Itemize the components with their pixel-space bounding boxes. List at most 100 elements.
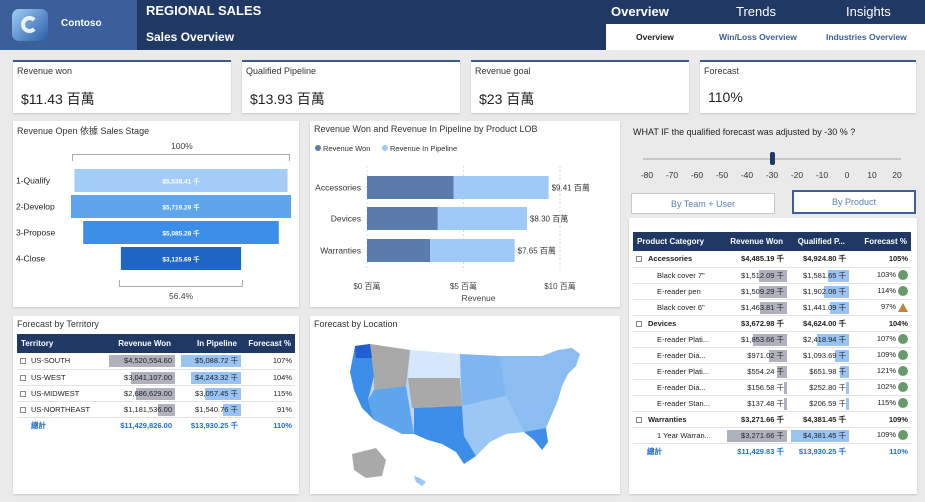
expand-icon[interactable] bbox=[20, 390, 26, 397]
table-row[interactable]: US-MIDWEST $2,686,629.00 $3,057.45 千 115% bbox=[17, 385, 295, 402]
forecast-cell: 104% bbox=[849, 315, 911, 332]
subtab-industries[interactable]: Industries Overview bbox=[826, 32, 907, 42]
col-in-pipeline[interactable]: In Pipeline bbox=[175, 334, 241, 353]
subtab-overview[interactable]: Overview bbox=[636, 32, 674, 42]
revenue-won-cell: $554.24 千 bbox=[723, 363, 787, 380]
tab-trends[interactable]: Trends bbox=[736, 4, 776, 19]
forecast-cell: 102% bbox=[849, 379, 911, 396]
lob-bar[interactable] bbox=[367, 207, 438, 230]
funnel-bar[interactable] bbox=[120, 247, 242, 270]
col-forecast-pct[interactable]: Forecast % bbox=[849, 232, 911, 251]
kpi-revenue-goal[interactable]: Revenue goal $23 百萬 bbox=[471, 60, 689, 113]
table-row[interactable]: US-NORTHEAST $1,181,536.00 $1,540.76 千 91% bbox=[17, 401, 295, 418]
funnel-value-label: $3,125.69 千 bbox=[162, 255, 200, 264]
col-product-category[interactable]: Product Category bbox=[633, 232, 723, 251]
x-tick-label: $0 百萬 bbox=[353, 281, 380, 291]
funnel-bottom-bracket bbox=[119, 280, 243, 287]
list-item[interactable]: Black cover 7" $1,512.09 千 $1,581.65 千 103% bbox=[633, 267, 911, 284]
lob-chart-title: Revenue Won and Revenue In Pipeline by P… bbox=[314, 124, 538, 134]
central-region bbox=[408, 378, 462, 408]
pipeline-cell: $1,540.76 千 bbox=[175, 401, 241, 418]
data-bar bbox=[130, 371, 175, 384]
col-revenue-won[interactable]: Revenue Won bbox=[723, 232, 787, 251]
category-row[interactable]: Devices $3,672.98 千 $4,624.00 千 104% bbox=[633, 315, 911, 332]
forecast-cell: 91% bbox=[241, 401, 295, 418]
col-revenue-won[interactable]: Revenue Won bbox=[103, 334, 175, 353]
list-item[interactable]: E-reader Dia... $971.02 千 $1,093.69 千 109% bbox=[633, 347, 911, 364]
funnel-bar[interactable] bbox=[74, 169, 288, 192]
whatif-slider-ticks: -80 -70 -60 -50 -40 -30 -20 -10 0 10 20 bbox=[629, 170, 917, 182]
us-map[interactable] bbox=[310, 316, 620, 494]
tab-insights[interactable]: Insights bbox=[846, 4, 891, 19]
slider-tick-label: -30 bbox=[765, 170, 779, 180]
data-bar bbox=[727, 429, 787, 442]
col-territory[interactable]: Territory bbox=[17, 334, 103, 353]
category-row[interactable]: Accessories $4,485.19 千 $4,924.80 千 105% bbox=[633, 251, 911, 268]
data-bar bbox=[157, 403, 175, 416]
forecast-cell: 121% bbox=[849, 363, 911, 380]
expand-icon[interactable] bbox=[20, 406, 26, 413]
collapse-icon[interactable] bbox=[636, 416, 642, 423]
col-qualified-pipeline[interactable]: Qualified P... bbox=[787, 232, 849, 251]
good-status-icon bbox=[898, 382, 908, 392]
list-item[interactable]: E-reader Dia... $156.58 千 $252.80 千 102% bbox=[633, 379, 911, 396]
kpi-qualified-pipeline[interactable]: Qualified Pipeline $13.93 百萬 bbox=[242, 60, 460, 113]
funnel-bar[interactable] bbox=[83, 221, 279, 244]
slider-tick-label: 20 bbox=[892, 170, 902, 180]
kpi-revenue-won[interactable]: Revenue won $11.43 百萬 bbox=[13, 60, 231, 113]
legend-swatch bbox=[315, 145, 321, 151]
lob-bar[interactable] bbox=[367, 176, 454, 199]
alaska-shape bbox=[352, 448, 386, 478]
funnel-bar[interactable] bbox=[71, 195, 291, 218]
pipeline-cell: $2,418.94 千 bbox=[787, 331, 849, 348]
total-label: 總計 bbox=[31, 420, 46, 430]
expand-icon[interactable] bbox=[20, 358, 26, 365]
product-table: Product Category Revenue Won Qualified P… bbox=[633, 232, 911, 459]
funnel-stage-label: 1-Qualify bbox=[16, 176, 51, 186]
list-item[interactable]: E-reader Plati... $554.24 千 $651.98 千 121% bbox=[633, 363, 911, 380]
lob-bar[interactable] bbox=[367, 239, 431, 262]
list-item[interactable]: 1 Year Warran... $3,271.66 千 $4,381.45 千 10… bbox=[633, 427, 911, 444]
slider-tick-label: -50 bbox=[715, 170, 729, 180]
pipeline-cell: $1,581.65 千 bbox=[787, 267, 849, 284]
funnel-value-label: $5,085.28 千 bbox=[162, 229, 200, 238]
lob-bar[interactable] bbox=[437, 207, 527, 230]
lob-chart-card: Revenue Won and Revenue In Pipeline by P… bbox=[310, 121, 620, 307]
by-team-user-button[interactable]: By Team + User bbox=[631, 193, 775, 214]
collapse-icon[interactable] bbox=[636, 256, 642, 263]
collapse-icon[interactable] bbox=[636, 320, 642, 327]
data-bar bbox=[190, 371, 241, 384]
revenue-won-cell: $1,853.66 千 bbox=[723, 331, 787, 348]
list-item[interactable]: E-reader Stan... $137.48 千 $206.59 千 115% bbox=[633, 395, 911, 412]
lob-bar[interactable] bbox=[453, 176, 549, 199]
total-label: 總計 bbox=[647, 446, 662, 456]
lob-bar[interactable] bbox=[430, 239, 515, 262]
subtab-win-loss[interactable]: Win/Loss Overview bbox=[719, 32, 797, 42]
table-row[interactable]: US-WEST $3,041,107.00 $4,243.32 千 104% bbox=[17, 369, 295, 386]
list-item[interactable]: Black cover 6" $1,463.81 千 $1,441.09 千 97% bbox=[633, 299, 911, 316]
whatif-slider-handle[interactable] bbox=[770, 152, 775, 165]
kpi-label: Revenue won bbox=[17, 66, 73, 76]
expand-icon[interactable] bbox=[20, 374, 26, 381]
by-product-button[interactable]: By Product bbox=[792, 190, 916, 214]
tab-overview[interactable]: Overview bbox=[611, 4, 669, 19]
data-bar bbox=[753, 333, 787, 346]
data-bar bbox=[776, 365, 787, 378]
data-bar bbox=[181, 355, 241, 367]
x-axis-label: Revenue bbox=[461, 293, 495, 303]
forecast-cell: 107% bbox=[241, 353, 295, 370]
revenue-won-cell: $137.48 千 bbox=[723, 395, 787, 412]
kpi-forecast[interactable]: Forecast 110% bbox=[700, 60, 916, 113]
midwest-region bbox=[460, 354, 506, 406]
brand-tile[interactable]: Contoso bbox=[0, 0, 137, 50]
col-forecast-pct[interactable]: Forecast % bbox=[241, 334, 295, 353]
list-item[interactable]: E-reader pen $1,509.29 千 $1,902.06 千 114% bbox=[633, 283, 911, 300]
forecast-cell: 109% bbox=[849, 427, 911, 444]
territory-name: US-MIDWEST bbox=[17, 385, 103, 402]
slider-tick-label: -60 bbox=[690, 170, 704, 180]
southeast-region bbox=[462, 396, 524, 456]
category-row[interactable]: Warranties $3,271.66 千 $4,381.45 千 109% bbox=[633, 411, 911, 428]
revenue-won-cell: $1,181,536.00 bbox=[103, 401, 175, 418]
table-row[interactable]: US-SOUTH $4,520,554.60 $5,088.72 千 107% bbox=[17, 353, 295, 370]
